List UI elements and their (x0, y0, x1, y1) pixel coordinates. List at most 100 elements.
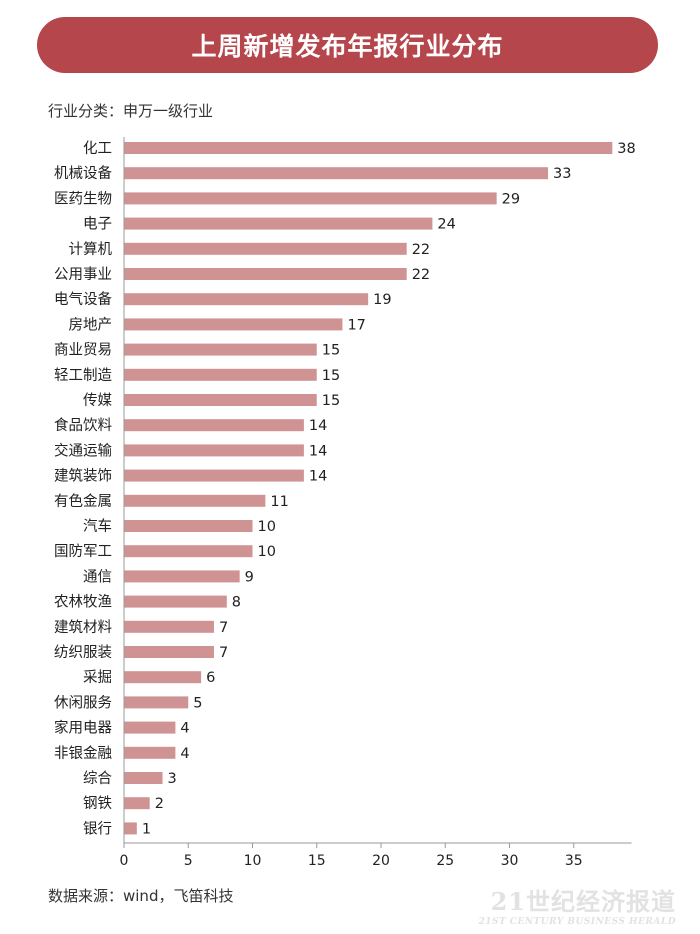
category-label: 计算机 (69, 241, 113, 258)
bar (124, 242, 407, 255)
x-tick-label: 25 (436, 853, 454, 869)
value-label: 14 (309, 469, 327, 485)
value-label: 15 (322, 343, 340, 359)
category-label: 传媒 (83, 392, 112, 409)
category-label: 家用电器 (54, 720, 112, 737)
bar (124, 444, 304, 457)
category-label: 纺织服装 (54, 644, 112, 661)
classification-note: 行业分类：申万一级行业 (48, 102, 214, 120)
bar (124, 721, 176, 734)
watermark-logo: 21世纪经济报道 21ST CENTURY BUSINESS HERALD (478, 882, 676, 927)
category-label: 公用事业 (54, 266, 112, 283)
value-label: 14 (309, 418, 327, 434)
category-label: 建筑装饰 (54, 468, 112, 485)
bar (124, 217, 433, 230)
x-tick-label: 5 (184, 853, 193, 869)
category-label: 轻工制造 (54, 367, 112, 384)
value-label: 9 (245, 569, 254, 585)
value-label: 33 (553, 166, 571, 182)
bar (124, 620, 214, 633)
category-label: 交通运输 (54, 441, 112, 459)
category-label: 电气设备 (54, 291, 112, 308)
category-label: 钢铁 (83, 795, 112, 812)
value-label: 1 (142, 821, 151, 837)
category-label: 建筑材料 (54, 619, 112, 636)
bar (124, 772, 163, 784)
chart-title: 上周新增发布年报行业分布 (191, 32, 504, 61)
category-label: 商业贸易 (54, 342, 112, 359)
category-label: 非银金融 (54, 745, 112, 762)
bar (124, 394, 317, 406)
value-label: 7 (219, 645, 228, 661)
category-label: 房地产 (69, 316, 113, 333)
bar (124, 520, 253, 532)
value-label: 22 (412, 242, 430, 258)
value-label: 29 (502, 191, 520, 207)
value-label: 5 (193, 695, 202, 711)
category-label: 采掘 (83, 669, 112, 686)
watermark-main: 21世纪经济报道 (490, 887, 676, 916)
category-label: 电子 (83, 216, 112, 233)
bar (124, 469, 304, 482)
value-label: 6 (206, 670, 215, 686)
value-label: 3 (168, 771, 177, 787)
bar (124, 494, 266, 507)
bar (124, 318, 343, 331)
value-label: 22 (412, 267, 430, 283)
category-label: 农林牧渔 (54, 594, 112, 611)
bar (124, 268, 407, 280)
category-label: 综合 (83, 770, 112, 787)
value-label: 4 (180, 721, 189, 737)
value-label: 2 (155, 796, 164, 812)
category-label: 食品饮料 (54, 417, 112, 434)
category-label: 机械设备 (54, 165, 112, 182)
bar (124, 192, 497, 205)
bar (124, 570, 240, 583)
category-label: 银行 (83, 820, 112, 837)
value-label: 7 (219, 620, 228, 636)
bar (124, 167, 549, 180)
bar (124, 595, 227, 608)
category-label: 医药生物 (54, 190, 112, 207)
value-label: 17 (347, 317, 365, 333)
x-tick-label: 20 (372, 853, 390, 869)
value-label: 10 (258, 544, 276, 560)
value-label: 14 (309, 443, 327, 459)
bar (124, 419, 304, 432)
bar (124, 368, 317, 381)
category-label: 化工 (83, 140, 112, 157)
bar (124, 797, 150, 810)
value-label: 38 (617, 141, 635, 157)
x-tick-label: 35 (565, 853, 583, 869)
x-tick-label: 30 (501, 853, 519, 869)
bar (124, 646, 214, 658)
category-label: 通信 (83, 568, 112, 585)
category-label: 休闲服务 (54, 694, 112, 711)
value-label: 11 (270, 494, 288, 510)
category-label: 有色金属 (54, 493, 112, 510)
watermark-sub: 21ST CENTURY BUSINESS HERALD (478, 917, 676, 927)
data-source: 数据来源：wind，飞笛科技 (48, 887, 234, 905)
value-label: 15 (322, 368, 340, 384)
value-label: 8 (232, 595, 241, 611)
bar (124, 746, 176, 759)
category-label: 汽车 (83, 518, 112, 535)
x-tick-label: 15 (308, 853, 326, 869)
bar (124, 822, 137, 835)
value-label: 10 (258, 519, 276, 535)
chart-title-banner: 上周新增发布年报行业分布 (37, 17, 658, 73)
value-label: 4 (180, 746, 189, 762)
bar (124, 545, 253, 558)
bar (124, 343, 317, 356)
value-label: 19 (373, 292, 391, 308)
value-label: 15 (322, 393, 340, 409)
x-tick-label: 10 (244, 853, 262, 869)
value-label: 24 (437, 217, 455, 233)
bar (124, 671, 202, 684)
category-label: 国防军工 (54, 543, 112, 560)
bar (124, 696, 189, 709)
bar (124, 142, 613, 154)
x-tick-label: 0 (120, 853, 129, 869)
bar (124, 293, 369, 306)
